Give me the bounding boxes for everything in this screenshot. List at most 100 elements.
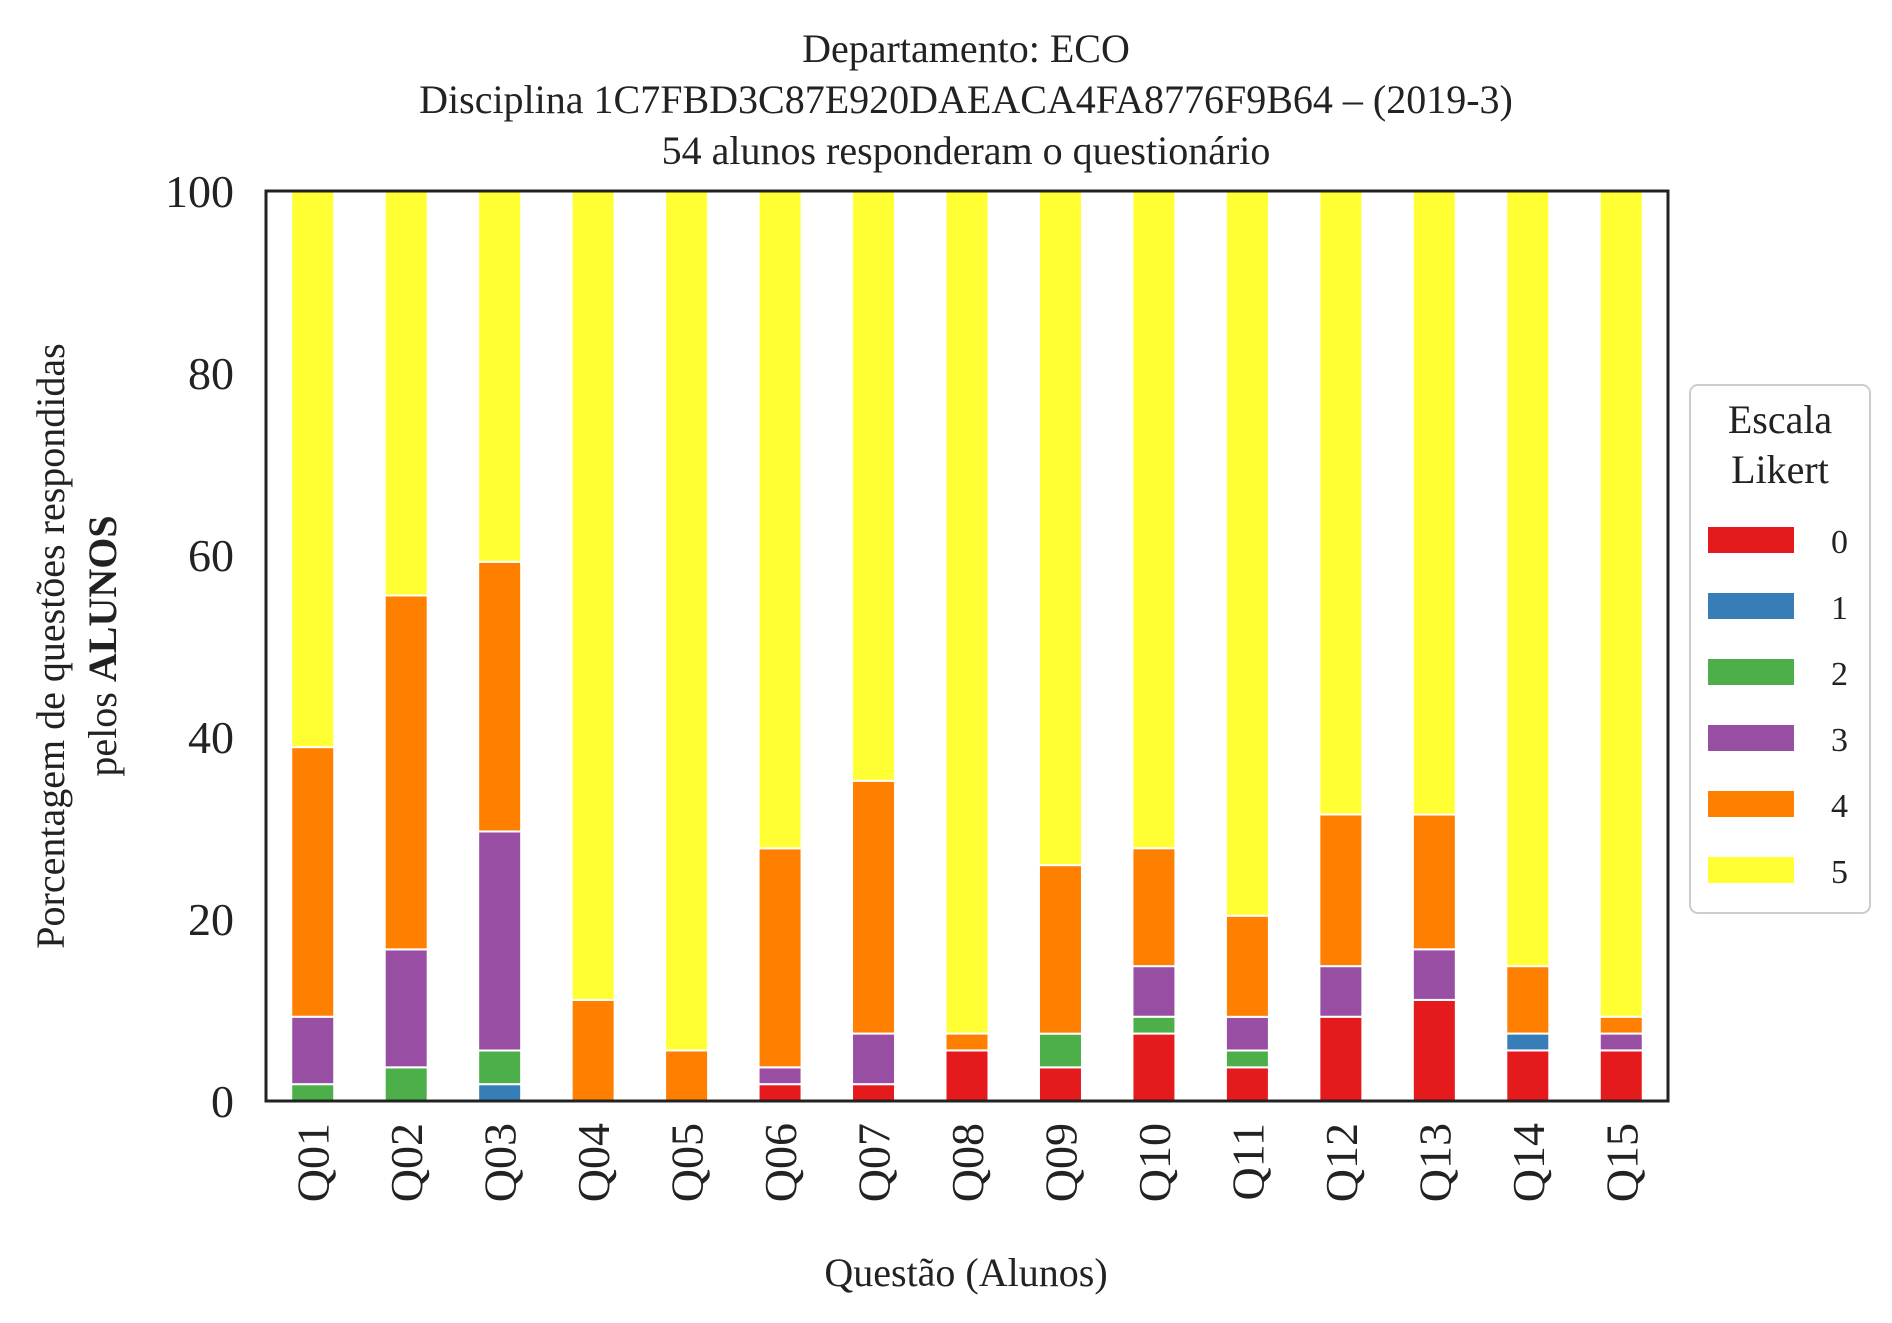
bar-segment-Q13-5 xyxy=(1411,190,1457,816)
bar-segment-Q03-1 xyxy=(477,1083,523,1103)
bar-segment-Q04-5 xyxy=(570,190,616,1001)
legend-label-1: 1 xyxy=(1831,590,1848,627)
chart-subtitle-line-2: 54 alunos responderam o questionário xyxy=(662,128,1271,173)
bar-segment-Q15-0 xyxy=(1598,1049,1644,1103)
bar-segment-Q04-4 xyxy=(570,998,616,1102)
bar-segment-Q02-5 xyxy=(383,190,429,597)
bar-segment-Q08-5 xyxy=(944,190,990,1035)
bar-segment-Q03-4 xyxy=(477,560,523,833)
bar-segment-Q12-3 xyxy=(1318,965,1364,1018)
bar-segment-Q15-5 xyxy=(1598,190,1644,1018)
x-tick-label: Q14 xyxy=(1503,1123,1554,1202)
legend-label-4: 4 xyxy=(1831,788,1848,825)
y-axis-label: Porcentagem de questões respondidas pelo… xyxy=(28,343,125,948)
y-tick-label: 80 xyxy=(188,348,234,399)
y-axis-label-line-2: pelos ALUNOS xyxy=(80,515,125,776)
x-tick-label: Q12 xyxy=(1316,1123,1367,1202)
bar-segment-Q11-4 xyxy=(1224,914,1270,1018)
bar-segment-Q06-5 xyxy=(757,190,803,850)
bar-segment-Q03-3 xyxy=(477,830,523,1052)
legend-frame xyxy=(1689,384,1871,914)
bar-segment-Q02-4 xyxy=(383,594,429,951)
y-axis-label-line-1: Porcentagem de questões respondidas xyxy=(28,343,73,948)
legend-swatch-0 xyxy=(1708,527,1794,553)
bar-segment-Q13-4 xyxy=(1411,813,1457,951)
bar-segment-Q09-4 xyxy=(1037,864,1083,1035)
bar-segment-Q03-5 xyxy=(477,190,523,563)
bars-group xyxy=(290,189,1644,1103)
legend-swatch-3 xyxy=(1708,725,1794,751)
bar-segment-Q02-3 xyxy=(383,948,429,1069)
plot-frame xyxy=(264,189,1670,1103)
bar-segment-Q10-5 xyxy=(1131,190,1177,850)
x-ticks-group: Q01 Q02 Q03 Q04 Q05 Q06 Q07 Q08 Q09 Q10 Q11 Q12 Q13 Q… xyxy=(288,1123,1648,1202)
chart-title: Departamento: ECO xyxy=(802,26,1130,71)
bar-segment-Q02-2 xyxy=(383,1066,429,1102)
x-tick-label: Q15 xyxy=(1596,1123,1647,1202)
legend-label-0: 0 xyxy=(1831,524,1848,561)
bar-segment-Q10-0 xyxy=(1131,1032,1177,1102)
x-tick-label: Q07 xyxy=(849,1123,900,1202)
x-axis-label: Questão (Alunos) xyxy=(824,1250,1107,1295)
x-tick-label: Q08 xyxy=(942,1123,993,1202)
bar-segment-Q01-2 xyxy=(290,1083,336,1103)
x-tick-label: Q03 xyxy=(475,1123,526,1202)
bar-segment-Q14-4 xyxy=(1505,965,1551,1035)
legend-title-line-1: Escala xyxy=(1728,397,1833,442)
bar-segment-Q05-5 xyxy=(664,190,710,1052)
y-tick-label: 100 xyxy=(165,166,234,217)
x-tick-label: Q04 xyxy=(568,1123,619,1202)
bar-segment-Q10-4 xyxy=(1131,847,1177,968)
x-tick-label: Q11 xyxy=(1222,1123,1273,1201)
bar-segment-Q14-1 xyxy=(1505,1032,1551,1052)
x-tick-label: Q10 xyxy=(1129,1123,1180,1202)
y-tick-label: 0 xyxy=(211,1076,234,1127)
bar-segment-Q06-4 xyxy=(757,847,803,1069)
legend-swatch-4 xyxy=(1708,791,1794,817)
chart-subtitle-line-1: Disciplina 1C7FBD3C87E920DAEACA4FA8776F9… xyxy=(419,77,1513,122)
bar-segment-Q07-3 xyxy=(851,1032,897,1086)
bar-segment-Q06-0 xyxy=(757,1083,803,1103)
bar-segment-Q12-4 xyxy=(1318,813,1364,968)
x-tick-label: Q13 xyxy=(1409,1123,1460,1202)
bar-segment-Q03-2 xyxy=(477,1049,523,1086)
legend-items: 0 1 2 3 4 5 xyxy=(1708,524,1848,891)
bar-segment-Q08-0 xyxy=(944,1049,990,1103)
bar-segment-Q10-3 xyxy=(1131,965,1177,1018)
bar-segment-Q13-0 xyxy=(1411,998,1457,1102)
legend-swatch-5 xyxy=(1708,857,1794,883)
y-tick-label: 20 xyxy=(188,894,234,945)
bar-segment-Q07-5 xyxy=(851,190,897,782)
x-tick-label: Q06 xyxy=(755,1123,806,1202)
bar-segment-Q01-5 xyxy=(290,190,336,749)
bar-segment-Q07-0 xyxy=(851,1083,897,1103)
bar-segment-Q13-3 xyxy=(1411,948,1457,1001)
legend-title-line-2: Likert xyxy=(1731,447,1829,492)
legend-label-2: 2 xyxy=(1831,656,1848,693)
y-axis-label-bold: ALUNOS xyxy=(80,515,125,682)
legend-label-3: 3 xyxy=(1831,722,1848,759)
x-tick-label: Q02 xyxy=(381,1123,432,1202)
bar-segment-Q14-0 xyxy=(1505,1049,1551,1103)
legend-label-5: 5 xyxy=(1831,854,1848,891)
legend: Escala Likert 0 1 2 3 4 5 xyxy=(1689,384,1871,914)
bar-segment-Q12-0 xyxy=(1318,1015,1364,1103)
x-tick-label: Q05 xyxy=(662,1123,713,1202)
y-tick-label: 40 xyxy=(188,712,234,763)
bar-segment-Q01-3 xyxy=(290,1015,336,1086)
legend-swatch-1 xyxy=(1708,593,1794,619)
bar-segment-Q11-2 xyxy=(1224,1049,1270,1069)
bar-segment-Q11-5 xyxy=(1224,190,1270,917)
x-tick-label: Q01 xyxy=(288,1123,339,1202)
bar-segment-Q09-5 xyxy=(1037,190,1083,867)
bar-segment-Q05-4 xyxy=(664,1049,710,1103)
bar-segment-Q15-4 xyxy=(1598,1015,1644,1035)
bar-segment-Q11-0 xyxy=(1224,1066,1270,1102)
bar-segment-Q11-3 xyxy=(1224,1015,1270,1052)
bar-segment-Q07-4 xyxy=(851,779,897,1035)
bar-segment-Q06-3 xyxy=(757,1066,803,1086)
y-ticks-group: 0 20 40 60 80 100 xyxy=(165,166,234,1127)
bar-segment-Q09-2 xyxy=(1037,1032,1083,1069)
x-tick-label: Q09 xyxy=(1035,1123,1086,1202)
y-axis-label-prefix: pelos xyxy=(80,682,125,776)
